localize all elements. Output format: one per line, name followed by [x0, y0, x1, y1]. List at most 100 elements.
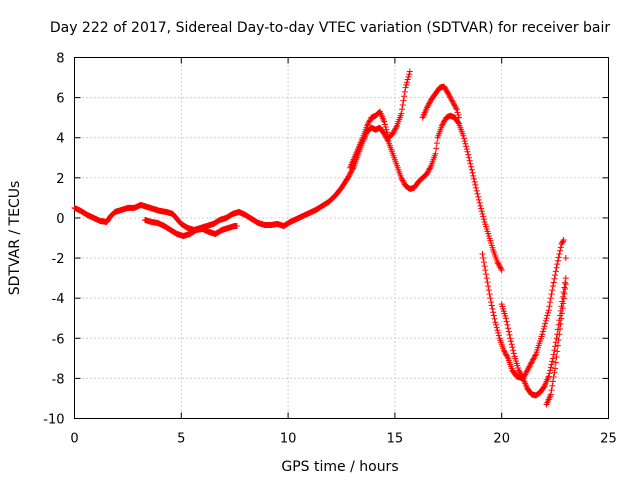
- data-point: [542, 320, 549, 327]
- data-point: [488, 299, 495, 306]
- data-point: [432, 150, 439, 157]
- data-point: [426, 100, 433, 107]
- x-tick-label: 0: [70, 432, 78, 447]
- data-point: [474, 190, 481, 197]
- data-point: [392, 125, 399, 132]
- data-point: [502, 349, 509, 356]
- data-point: [549, 378, 556, 385]
- data-point: [548, 361, 555, 368]
- data-point: [366, 118, 373, 125]
- data-point: [488, 302, 495, 309]
- data-point: [547, 367, 554, 374]
- data-point: [506, 331, 513, 338]
- data-point: [399, 106, 406, 113]
- data-point: [510, 350, 517, 357]
- data-point: [557, 326, 564, 333]
- data-point: [485, 283, 492, 290]
- y-tick-label: 0: [56, 212, 64, 227]
- data-point: [464, 148, 471, 155]
- data-point: [398, 174, 405, 181]
- data-point: [519, 374, 526, 381]
- data-point: [539, 328, 546, 335]
- data-point: [556, 251, 563, 258]
- y-tick-label: 8: [56, 52, 64, 67]
- data-point: [393, 124, 400, 131]
- data-point: [539, 331, 546, 338]
- data-point: [502, 351, 509, 358]
- data-point: [347, 169, 354, 176]
- data-point: [466, 157, 473, 164]
- data-point: [426, 99, 433, 106]
- x-axis-label: GPS time / hours: [281, 459, 398, 475]
- data-point: [544, 312, 551, 319]
- data-point: [441, 117, 448, 124]
- data-point: [559, 239, 566, 246]
- data-point: [440, 120, 447, 127]
- data-point: [460, 135, 467, 142]
- data-point: [381, 130, 388, 137]
- data-point: [425, 101, 432, 108]
- data-point: [552, 268, 559, 275]
- data-point: [455, 111, 462, 118]
- data-point: [504, 321, 511, 328]
- data-point: [391, 126, 398, 133]
- data-point: [423, 104, 430, 111]
- y-tick-label: -6: [52, 332, 65, 347]
- data-point: [562, 255, 569, 262]
- data-point: [390, 129, 397, 136]
- data-point: [500, 347, 507, 354]
- data-point: [526, 363, 533, 370]
- data-point: [523, 368, 530, 375]
- data-point: [548, 291, 555, 298]
- data-point: [468, 163, 475, 170]
- y-tick-label: 4: [56, 132, 64, 147]
- data-point: [540, 384, 547, 391]
- data-series-5: [479, 237, 567, 382]
- plot-frame: [74, 57, 609, 419]
- data-point: [530, 356, 537, 363]
- data-point: [509, 344, 516, 351]
- data-point: [391, 128, 398, 135]
- data-point: [483, 271, 490, 278]
- data-point: [471, 178, 478, 185]
- data-point: [404, 76, 411, 83]
- data-point: [545, 307, 552, 314]
- data-point: [559, 238, 566, 245]
- data-series-4: [419, 83, 462, 121]
- data-point: [528, 359, 535, 366]
- data-point: [401, 93, 408, 100]
- data-point: [383, 126, 390, 133]
- data-point: [455, 114, 462, 121]
- data-point: [529, 358, 536, 365]
- data-point: [503, 352, 510, 359]
- data-point: [492, 319, 499, 326]
- data-point: [479, 210, 486, 217]
- data-point: [348, 168, 355, 175]
- data-point: [485, 287, 492, 294]
- data-point: [510, 347, 517, 354]
- data-point: [441, 118, 448, 125]
- data-point: [425, 168, 432, 175]
- data-point: [554, 342, 561, 349]
- data-point: [366, 117, 373, 124]
- data-point: [494, 327, 501, 334]
- data-point: [497, 265, 504, 272]
- data-point: [478, 208, 485, 215]
- data-point: [346, 172, 353, 179]
- data-point: [559, 305, 566, 312]
- data-point: [561, 290, 568, 297]
- data-point: [551, 347, 558, 354]
- grid-lines: [74, 57, 609, 419]
- data-point: [426, 165, 433, 172]
- x-tick-label: 15: [387, 432, 404, 447]
- data-point: [555, 254, 562, 261]
- data-point: [505, 328, 512, 335]
- data-point: [507, 335, 514, 342]
- data-point: [549, 355, 556, 362]
- data-point: [543, 315, 550, 322]
- data-point: [475, 193, 482, 200]
- data-point: [480, 255, 487, 262]
- y-tick-label: -8: [52, 372, 65, 387]
- data-point: [547, 391, 554, 398]
- data-point: [532, 352, 539, 359]
